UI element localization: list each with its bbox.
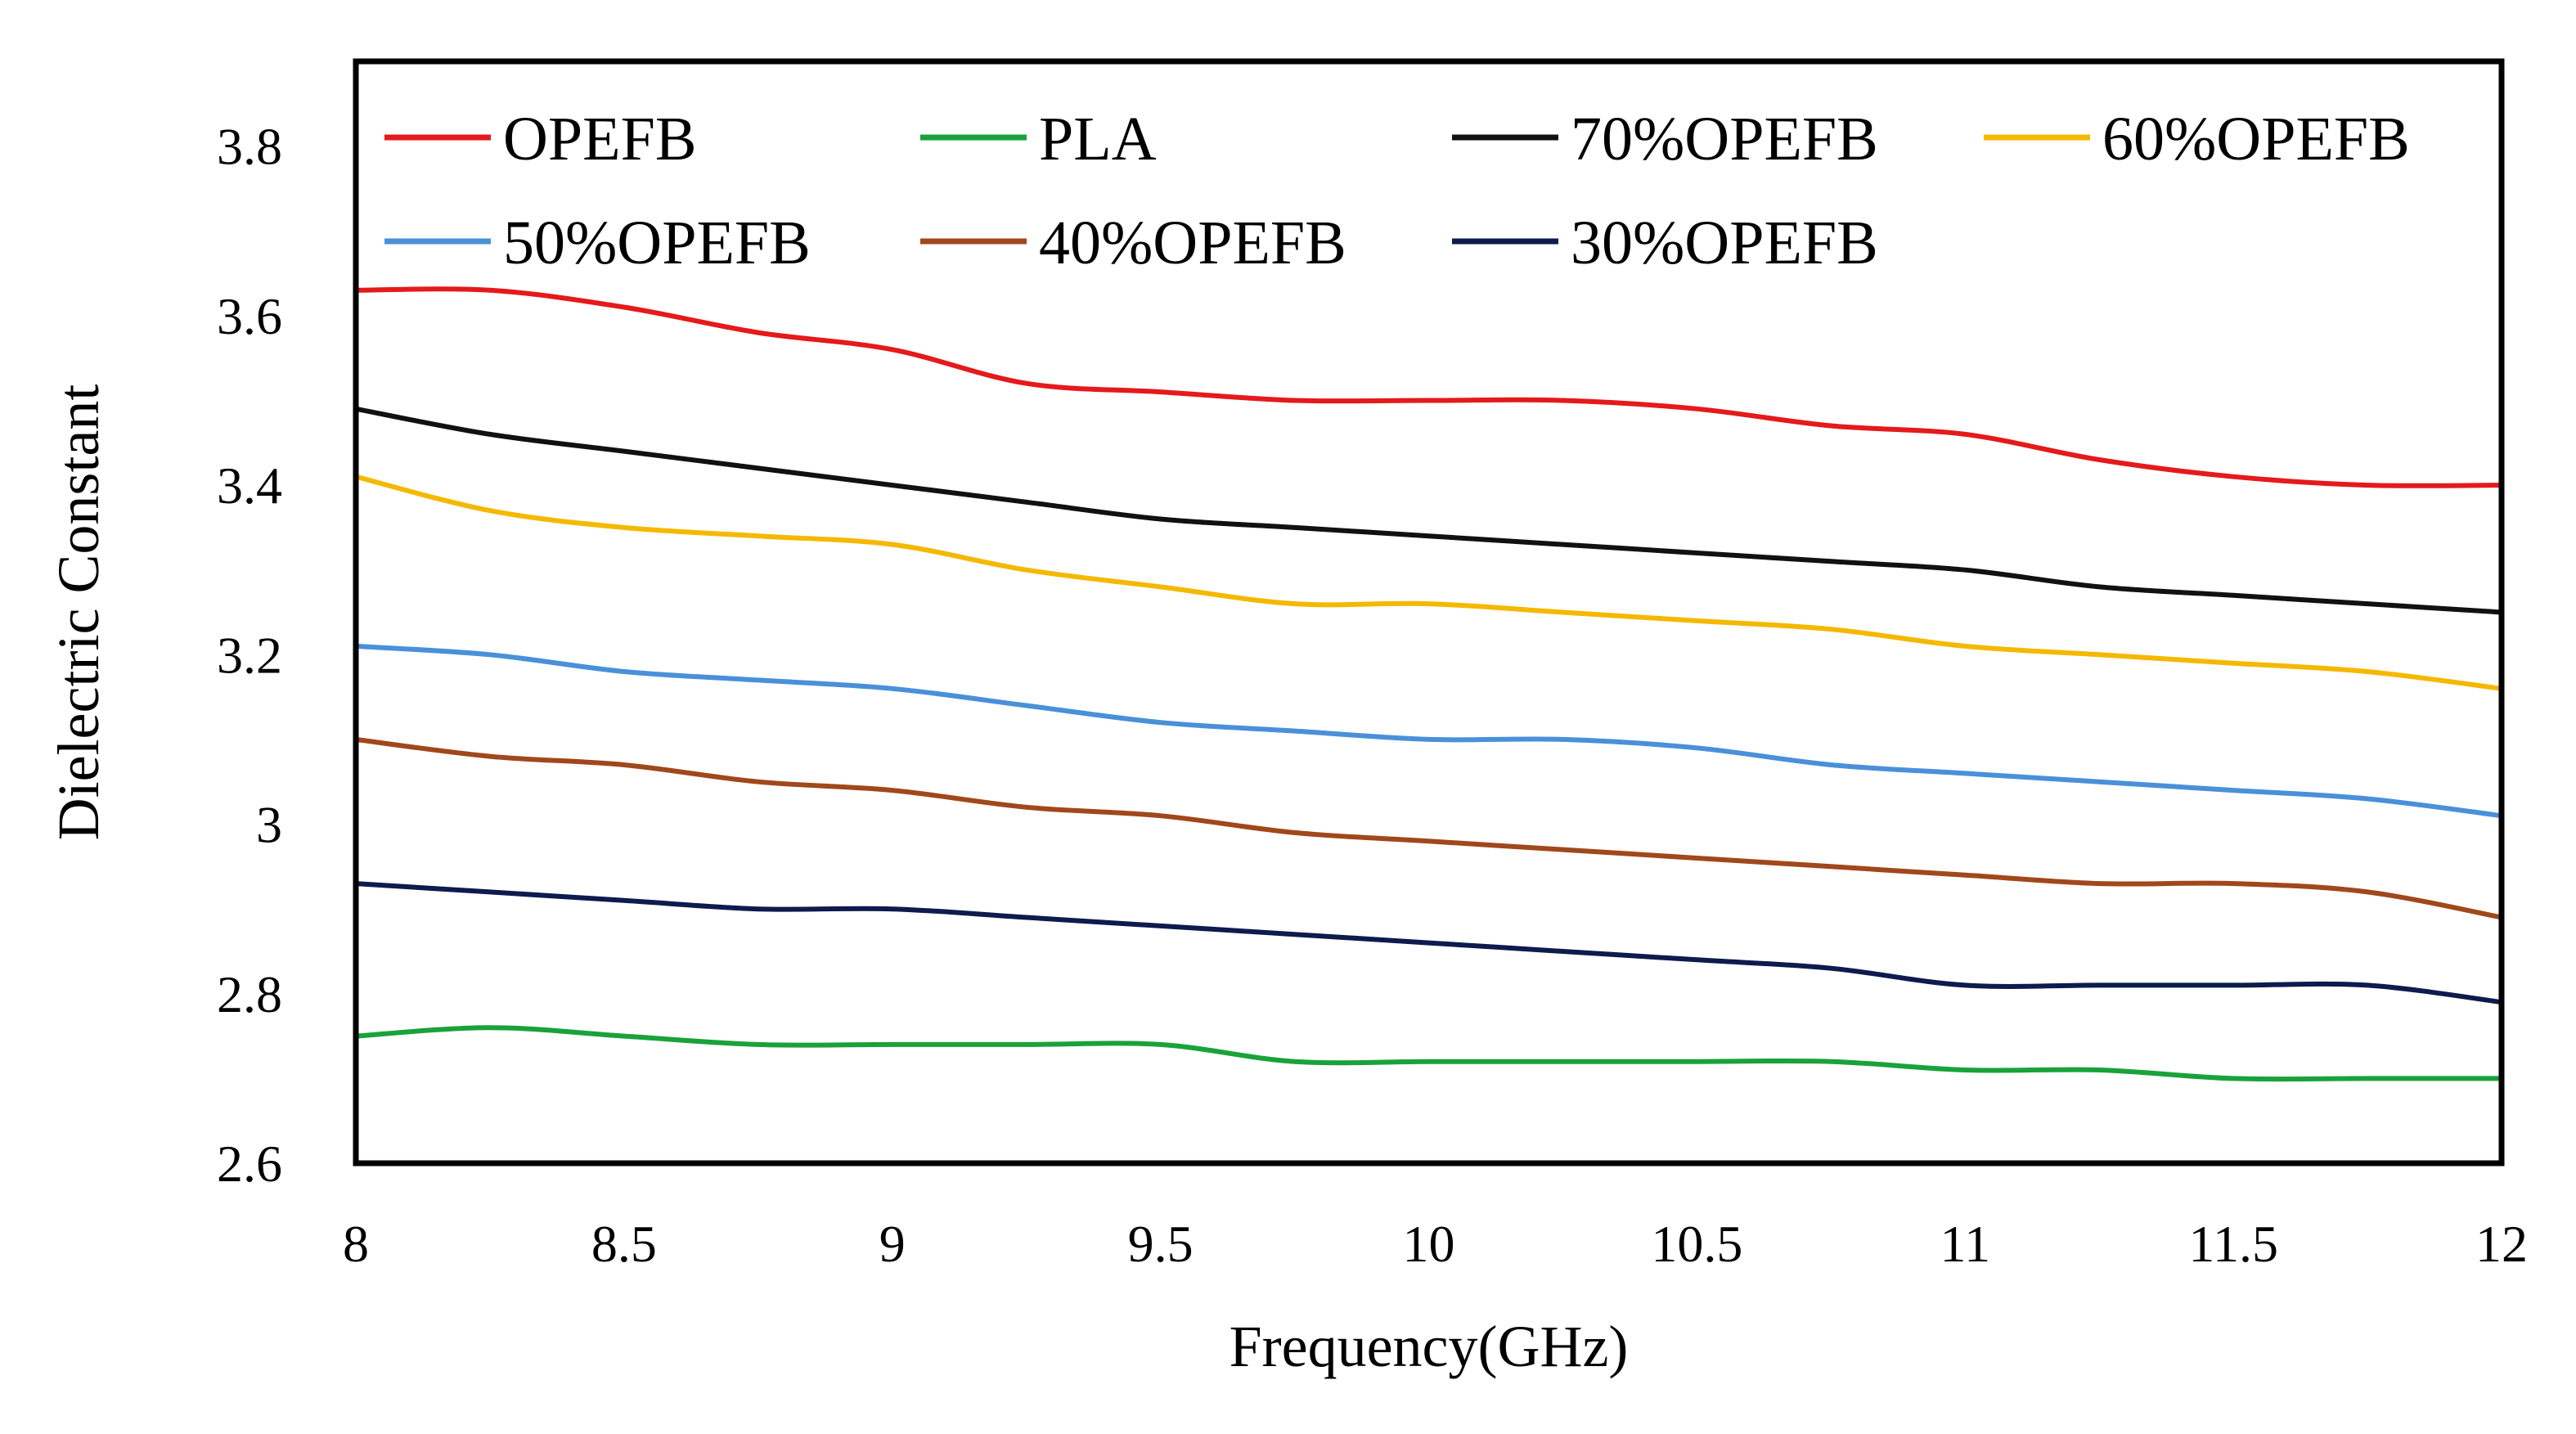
x-tick-label: 9 — [879, 1215, 906, 1273]
legend-label: PLA — [1039, 105, 1157, 173]
x-axis-title: Frequency(GHz) — [1230, 1314, 1629, 1379]
y-tick-label: 3.8 — [217, 118, 282, 176]
plot-frame — [353, 58, 2505, 1167]
series-line-60pct-opefb — [353, 474, 2504, 691]
legend: OPEFB PLA 70%OPEFB 60%OPEFB 50%OPEFB 40%OPEFB… — [384, 105, 2410, 277]
x-tick-label: 9.5 — [1128, 1215, 1194, 1273]
y-tick-label: 2.6 — [217, 1135, 282, 1193]
legend-item: 30%OPEFB — [1452, 209, 1878, 277]
legend-label: 40%OPEFB — [1039, 209, 1346, 277]
y-tick-label: 2.8 — [217, 965, 282, 1023]
x-tick-label: 8 — [343, 1215, 369, 1273]
legend-item: 50%OPEFB — [384, 209, 811, 277]
legend-item: 60%OPEFB — [1984, 105, 2410, 173]
x-tick-label: 8.5 — [591, 1215, 657, 1273]
legend-label: 60%OPEFB — [2102, 105, 2410, 173]
x-tick-label: 11.5 — [2188, 1215, 2278, 1273]
legend-label: 50%OPEFB — [503, 209, 811, 277]
x-tick-label: 12 — [2475, 1215, 2528, 1273]
tick-layer: 8 8.5 9 9.5 10 10.5 11 11.5 12 2.6 2.8 3 3.2 3.4 3.6 3.… — [217, 118, 2528, 1273]
series-line-opefb — [353, 286, 2504, 488]
y-tick-label: 3.2 — [217, 626, 282, 684]
legend-label: OPEFB — [503, 105, 697, 173]
legend-item: 40%OPEFB — [920, 209, 1346, 277]
x-tick-label: 10 — [1403, 1215, 1455, 1273]
legend-item: PLA — [920, 105, 1157, 173]
series-line-70pct-opefb — [353, 406, 2504, 615]
series-layer — [353, 286, 2504, 1082]
series-line-pla — [353, 1025, 2504, 1082]
y-tick-label: 3.4 — [217, 456, 282, 515]
legend-label: 30%OPEFB — [1571, 209, 1878, 277]
legend-item: 70%OPEFB — [1452, 105, 1878, 173]
x-tick-label: 10.5 — [1651, 1215, 1742, 1273]
series-line-50pct-opefb — [353, 643, 2504, 819]
x-tick-label: 11 — [1940, 1215, 1990, 1273]
series-line-30pct-opefb — [353, 881, 2504, 1005]
y-tick-label: 3.6 — [217, 287, 282, 345]
series-line-40pct-opefb — [353, 736, 2504, 920]
y-tick-label: 3 — [256, 796, 282, 854]
legend-item: OPEFB — [384, 105, 697, 173]
legend-label: 70%OPEFB — [1571, 105, 1878, 173]
y-axis-title: Dielectric Constant — [46, 384, 111, 841]
